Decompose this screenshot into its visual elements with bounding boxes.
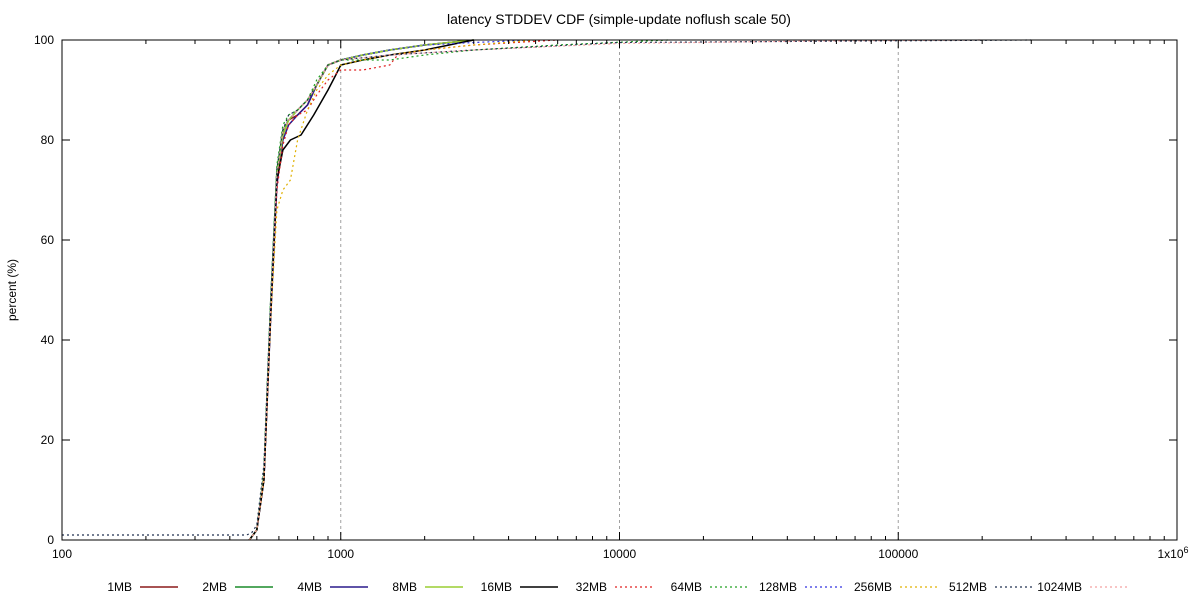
x-tick-label: 10000	[603, 547, 637, 561]
chart-title: latency STDDEV CDF (simple-update noflus…	[447, 11, 791, 27]
gridlines	[340, 40, 899, 540]
series-line-1MB	[248, 39, 474, 541]
legend-label-2MB: 2MB	[202, 580, 227, 594]
legend: 1MB 2MB 4MB 8MB 16MB 32MB 64MB 128MB 256MB 512MB 1…	[107, 580, 1128, 594]
y-axis-label: percent (%)	[5, 259, 19, 321]
series-line-16MB	[248, 39, 474, 541]
y-tick-label: 40	[41, 333, 55, 347]
legend-label-64MB: 64MB	[671, 580, 702, 594]
series-line-1024MB	[248, 39, 983, 541]
y-tick-label: 60	[41, 233, 55, 247]
legend-label-1024MB: 1024MB	[1037, 580, 1082, 594]
x-tick-label: 100000	[878, 547, 918, 561]
series-line-4MB	[248, 39, 474, 541]
series-line-64MB	[248, 39, 669, 541]
legend-label-16MB: 16MB	[481, 580, 512, 594]
series-line-512MB	[62, 39, 1032, 536]
axis-ticks: 100 1000 10000 100000 1x106 0 20 40 60 80 100	[34, 33, 1189, 561]
series-line-32MB	[248, 39, 558, 541]
series-line-2MB	[248, 39, 474, 541]
legend-label-1MB: 1MB	[107, 580, 132, 594]
legend-label-32MB: 32MB	[576, 580, 607, 594]
legend-label-256MB: 256MB	[854, 580, 892, 594]
y-tick-label: 20	[41, 433, 55, 447]
x-tick-label: 1x106	[1157, 545, 1188, 561]
legend-label-128MB: 128MB	[759, 580, 797, 594]
series-lines	[62, 39, 1032, 541]
legend-label-512MB: 512MB	[949, 580, 987, 594]
y-tick-label: 80	[41, 133, 55, 147]
x-tick-label: 100	[52, 547, 72, 561]
x-tick-label: 1000	[327, 547, 354, 561]
legend-label-8MB: 8MB	[392, 580, 417, 594]
series-line-8MB	[248, 39, 474, 541]
legend-label-4MB: 4MB	[297, 580, 322, 594]
y-tick-label: 100	[34, 33, 54, 47]
y-tick-label: 0	[47, 533, 54, 547]
